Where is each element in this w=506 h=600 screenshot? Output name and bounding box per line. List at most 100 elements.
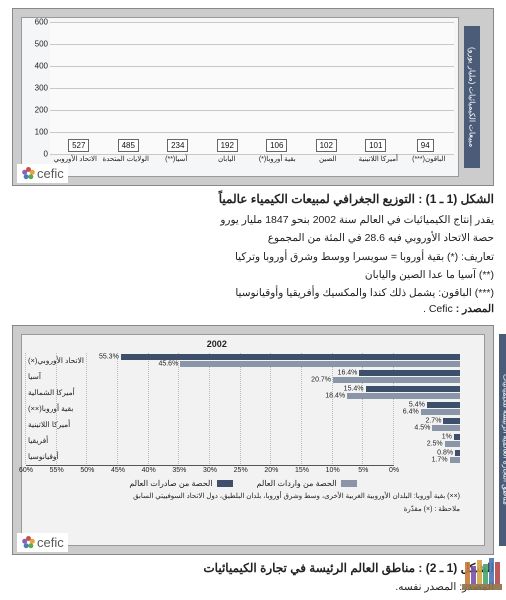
chart2-bar: [443, 418, 460, 424]
chart1-bar-value: 102: [316, 139, 337, 152]
chart1-bar-value: 106: [266, 139, 287, 152]
chart1-ytick: 100: [24, 128, 48, 137]
chart2-row: أميركا اللاتينية2.7%4.5%: [26, 417, 460, 432]
chart2-xtick: 55%: [50, 467, 64, 474]
chart2-bar-value: 1%: [442, 433, 452, 440]
chart2-plot-area: 2002 الاتحاد الأوروبي(×)55.3%45.6%آسيا16…: [21, 334, 485, 545]
chart2-bar-value: 2.5%: [427, 440, 443, 447]
chart2-xtick: 35%: [172, 467, 186, 474]
chart2-xtick: 10%: [326, 467, 340, 474]
source-1: المصدر : Cefic .: [12, 303, 494, 315]
chart2-bar-value: 45.6%: [158, 360, 178, 367]
chart1-category-label: اليابان: [202, 156, 253, 174]
chart2-bar-value: 6.4%: [403, 408, 419, 415]
body-line-1: يقدر إنتاج الكيميائيات في العالم سنة 200…: [12, 212, 494, 228]
chart1-bar-value: 192: [217, 139, 238, 152]
figure-2-caption: الشكل (1 ـ 2) : مناطق العالم الرئيسة في …: [12, 561, 494, 575]
chart2-legend: الحصة من صادرات العالم الحصة من واردات ال…: [26, 479, 460, 488]
chart2-bar-value: 18.4%: [325, 392, 345, 399]
chart2-bar: [450, 457, 460, 463]
chart2-xtick: 25%: [234, 467, 248, 474]
chart2-legend-item: الحصة من واردات العالم: [257, 479, 357, 488]
chart2-bar: [455, 450, 460, 456]
chart1-ytick: 600: [24, 18, 48, 27]
chart1-ytick: 0: [24, 150, 48, 159]
chart2-bar-value: 5.4%: [409, 401, 425, 408]
chart2-year-label: 2002: [207, 339, 227, 349]
chart2-bar: [121, 354, 460, 360]
chart2-xtick: 60%: [19, 467, 33, 474]
chart2-bar: [359, 370, 460, 376]
chart2-bar-value: 16.4%: [338, 369, 358, 376]
figure-1-caption: الشكل (1 ـ 1) : التوزيع الجغرافي لمبيعات…: [12, 192, 494, 206]
chart1-category-label: الباقون(***): [404, 156, 455, 174]
chart1-category-label: بقية أوروبا(*): [252, 156, 303, 174]
chart2-bar: [454, 434, 460, 440]
chart1-category-label: الصين: [303, 156, 354, 174]
chart2-row: أوقيانوسيا0.8%1.7%: [26, 449, 460, 464]
chart1-bar-value: 527: [68, 139, 89, 152]
body-line-3: تعاريف: (*) بقية أوروبا = سويسرا ووسط وش…: [12, 249, 494, 265]
chart1-bar-value: 94: [417, 139, 434, 152]
chart2-legend-label: الحصة من واردات العالم: [257, 479, 337, 488]
chart2-row: الاتحاد الأوروبي(×)55.3%45.6%: [26, 353, 460, 368]
chart2-xtick: 0%: [389, 467, 399, 474]
chart2-xtick: 5%: [358, 467, 368, 474]
chart2-xtick: 40%: [142, 467, 156, 474]
chart2-xtick: 15%: [295, 467, 309, 474]
chart2-xtick: 45%: [111, 467, 125, 474]
chart1-y-axis-label: مبيعات الكيميائيات (مليار يورو): [464, 26, 480, 168]
chart2-legend-item: الحصة من صادرات العالم: [129, 479, 232, 488]
chart2-xtick: 30%: [203, 467, 217, 474]
library-watermark-icon: [462, 550, 502, 590]
chart2-side-title: مناطق التجارة العالمية الرئيسة للكيميائي…: [499, 334, 506, 545]
chart2-bar-value: 20.7%: [311, 376, 331, 383]
chart1-ytick: 400: [24, 62, 48, 71]
chart1-category-label: أميركا اللاتينية: [353, 156, 404, 174]
chart1-bar-value: 485: [118, 139, 139, 152]
cefic-logo: cefic: [17, 164, 68, 183]
chart1-ytick: 300: [24, 84, 48, 93]
chart2-bar: [347, 393, 460, 399]
chart2-bar: [366, 386, 460, 392]
cefic-logo-text: cefic: [37, 166, 64, 181]
chart2-row: أميركا الشمالية15.4%18.4%: [26, 385, 460, 400]
figure-1-panel: مبيعات الكيميائيات (مليار يورو) 0 100 200 3…: [12, 8, 494, 186]
body-line-4: (**) آسيا ما عدا الصين واليابان: [12, 267, 494, 283]
chart1-ytick: 200: [24, 106, 48, 115]
chart2-bar-value: 1.7%: [432, 456, 448, 463]
chart1-category-label: آسيا(**): [151, 156, 202, 174]
body-line-2: حصة الاتحاد الأوروبي فيه 28.6 في المئة م…: [12, 230, 494, 246]
chart2-bar: [333, 377, 460, 383]
chart2-row: أفريقيا1%2.5%: [26, 433, 460, 448]
chart2-bar-value: 55.3%: [99, 353, 119, 360]
source-2: المصدر: المصدر نفسه.: [12, 581, 494, 593]
figure-2-panel: مناطق التجارة العالمية الرئيسة للكيميائي…: [12, 325, 494, 554]
cefic-logo: cefic: [17, 533, 68, 552]
chart2-bar-value: 0.8%: [437, 449, 453, 456]
chart1-ytick: 500: [24, 40, 48, 49]
chart2-footnote-2: ملاحظة : (×) مقدّرة: [26, 505, 460, 514]
body-line-5: (***) الباقون: يشمل ذلك كندا والمكسيك وأ…: [12, 285, 494, 301]
chart2-bar: [427, 402, 460, 408]
chart2-bar: [421, 409, 460, 415]
chart2-bar: [445, 441, 460, 447]
chart2-xtick: 20%: [264, 467, 278, 474]
chart2-row: آسيا16.4%20.7%: [26, 369, 460, 384]
chart1-plot-area: مبيعات الكيميائيات (مليار يورو) 01002003…: [21, 17, 459, 177]
chart2-bar-value: 15.4%: [344, 385, 364, 392]
chart2-bar-value: 2.7%: [425, 417, 441, 424]
chart2-bar-value: 4.5%: [414, 424, 430, 431]
chart1-bar-value: 101: [365, 139, 386, 152]
chart2-bar: [432, 425, 460, 431]
source-1-label: المصدر :: [456, 303, 494, 315]
cefic-logo-text: cefic: [37, 535, 64, 550]
chart2-legend-label: الحصة من صادرات العالم: [129, 479, 212, 488]
chart2-footnote-1: (××) بقية أوروبا: البلدان الأوروبية الغر…: [26, 492, 460, 501]
source-1-value: Cefic: [429, 303, 453, 315]
chart2-bar: [180, 361, 460, 367]
chart2-xtick: 50%: [80, 467, 94, 474]
chart1-category-label: الولايات المتحدة: [101, 156, 152, 174]
chart2-row: بقية أوروبا(××)5.4%6.4%: [26, 401, 460, 416]
chart1-bar-value: 234: [167, 139, 188, 152]
